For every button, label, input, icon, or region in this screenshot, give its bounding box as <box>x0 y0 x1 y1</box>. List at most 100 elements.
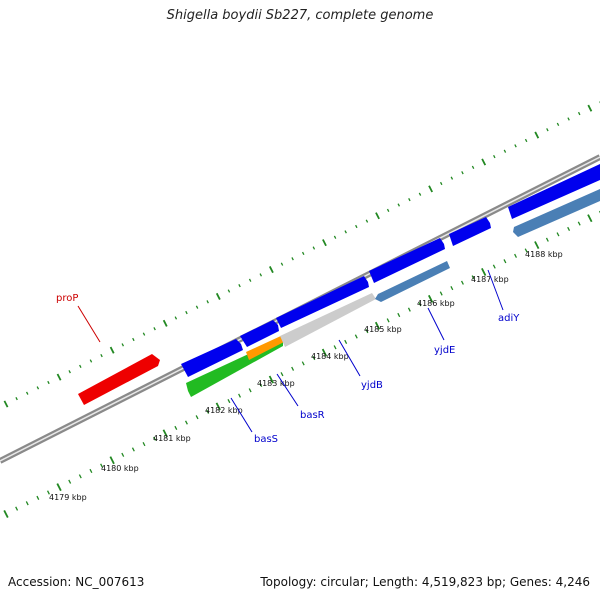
minor-tick <box>461 171 464 175</box>
minor-tick <box>355 224 358 229</box>
minor-tick <box>365 329 369 334</box>
major-tick <box>268 266 274 274</box>
leader-basR <box>276 373 299 407</box>
minor-tick <box>365 219 369 223</box>
major-tick <box>375 212 380 220</box>
gene-label-proP[interactable]: proP <box>56 293 78 304</box>
gene-forward-2[interactable] <box>240 320 279 347</box>
minor-tick <box>79 364 82 368</box>
gene-label-adiY[interactable]: adiY <box>498 313 520 324</box>
minor-tick <box>259 382 263 387</box>
minor-tick <box>524 138 528 143</box>
major-tick <box>587 104 593 112</box>
major-tick <box>428 185 433 193</box>
minor-tick <box>89 359 93 363</box>
gene-forward-3[interactable] <box>276 276 369 328</box>
tick-label: 4182 kbp <box>205 406 243 415</box>
minor-tick <box>15 506 19 511</box>
minor-tick <box>132 337 135 342</box>
minor-tick <box>408 197 411 202</box>
minor-tick <box>78 474 82 479</box>
minor-tick <box>291 366 295 371</box>
minor-tick <box>238 284 241 288</box>
minor-tick <box>577 221 581 226</box>
minor-tick <box>238 393 242 398</box>
gene-label-basR[interactable]: basR <box>300 410 325 421</box>
minor-tick <box>524 248 528 253</box>
minor-tick <box>68 370 71 374</box>
minor-tick <box>514 144 517 148</box>
minor-tick <box>174 316 178 320</box>
major-tick <box>268 375 274 384</box>
tick-label: 4186 kbp <box>417 299 455 308</box>
minor-tick <box>301 251 305 256</box>
major-tick <box>215 402 221 411</box>
inner-tick-ruler <box>3 210 600 518</box>
minor-tick <box>450 286 454 291</box>
gene-basR-bar[interactable] <box>246 335 284 360</box>
minor-tick <box>227 289 231 293</box>
minor-tick <box>312 246 316 250</box>
gene-forward-1[interactable] <box>181 339 243 377</box>
minor-tick <box>184 420 188 425</box>
minor-tick <box>280 262 284 266</box>
gene-proP-bar[interactable] <box>78 354 160 405</box>
minor-tick <box>121 452 125 457</box>
forward-strand-genes <box>181 164 600 377</box>
tick-label: 4188 kbp <box>525 250 563 259</box>
minor-tick <box>503 149 507 153</box>
major-tick <box>321 348 328 357</box>
tick-label: 4187 kbp <box>471 275 509 284</box>
minor-tick <box>545 237 549 242</box>
map-title: Shigella boydii Sb227, complete genome <box>166 8 434 23</box>
minor-tick <box>386 318 390 323</box>
minor-tick <box>418 192 422 196</box>
major-tick <box>56 483 62 492</box>
gene-adiY-bar[interactable] <box>513 189 600 237</box>
major-tick <box>56 373 62 381</box>
gene-label-basS[interactable]: basS <box>254 434 278 445</box>
major-tick <box>587 214 593 223</box>
major-tick <box>162 429 168 438</box>
major-tick <box>481 267 487 276</box>
gene-forward-4[interactable] <box>369 238 445 283</box>
accession-text: Accession: NC_007613 <box>8 575 145 589</box>
major-tick <box>3 400 9 408</box>
major-tick <box>374 321 381 330</box>
minor-tick <box>333 345 337 350</box>
gene-yjdE-bar[interactable] <box>375 261 450 302</box>
leader-yjdE <box>427 307 445 341</box>
minor-tick <box>195 415 199 420</box>
minor-tick <box>248 388 252 393</box>
minor-tick <box>206 300 209 304</box>
minor-tick <box>386 208 390 213</box>
minor-tick <box>460 280 464 285</box>
gene-label-yjdE[interactable]: yjdE <box>434 345 455 356</box>
leader-basS <box>230 397 253 433</box>
leader-yjdB <box>338 339 361 377</box>
minor-tick <box>344 339 348 344</box>
minor-tick <box>471 165 475 169</box>
gene-forward-6[interactable] <box>508 164 600 219</box>
gene-yjdB-bar[interactable] <box>280 293 376 347</box>
minor-tick <box>577 111 581 116</box>
major-tick <box>534 241 540 250</box>
minor-tick <box>153 436 157 441</box>
minor-tick <box>68 479 72 484</box>
minor-tick <box>36 386 40 390</box>
minor-tick <box>312 355 316 361</box>
minor-tick <box>100 353 103 358</box>
minor-tick <box>259 273 263 277</box>
minor-tick <box>556 122 560 126</box>
major-tick <box>109 456 115 465</box>
minor-tick <box>25 391 29 395</box>
minor-tick <box>185 310 188 315</box>
minor-tick <box>46 490 50 495</box>
minor-tick <box>344 230 347 234</box>
minor-tick <box>195 305 199 309</box>
minor-tick <box>439 181 443 186</box>
gene-label-yjdB[interactable]: yjdB <box>361 380 383 391</box>
major-tick <box>481 158 487 166</box>
gene-forward-5[interactable] <box>449 217 491 246</box>
